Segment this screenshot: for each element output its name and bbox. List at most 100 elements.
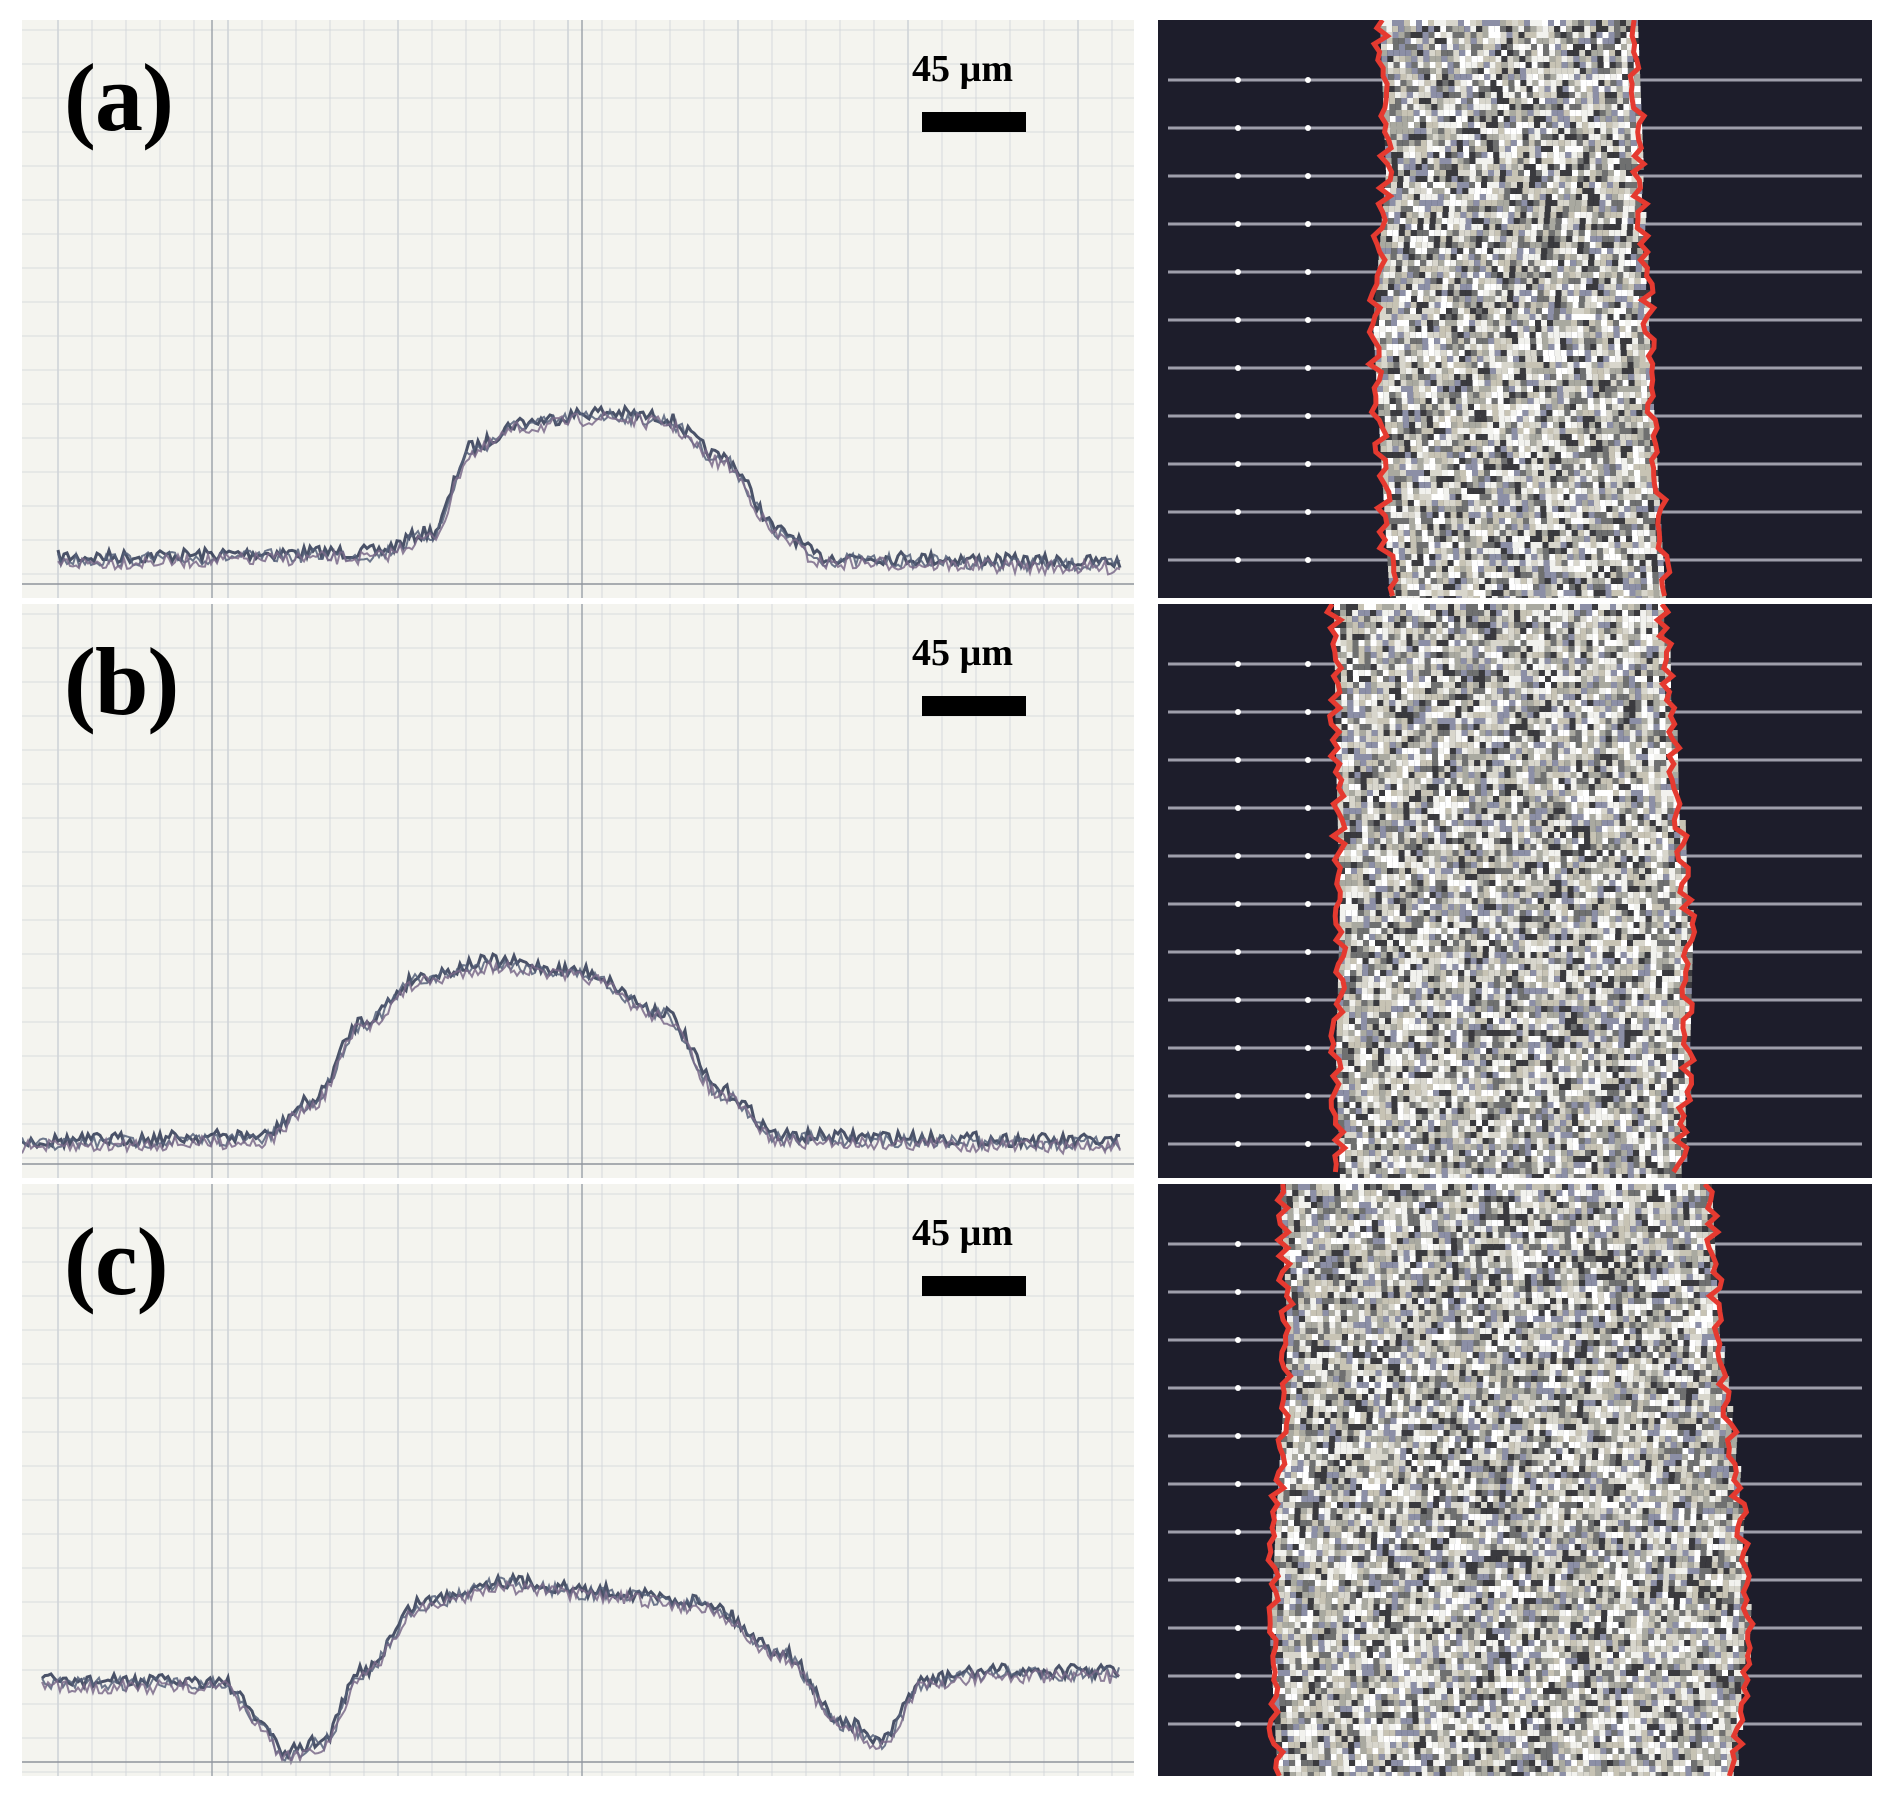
particle-speck	[1466, 206, 1473, 212]
particle-speck	[1586, 610, 1593, 616]
particle-speck	[1613, 524, 1620, 530]
particle-speck	[1526, 284, 1533, 290]
particle-speck	[1642, 506, 1649, 512]
particle-speck	[1509, 200, 1516, 206]
scan-line-marker	[1305, 1045, 1311, 1051]
particle-speck	[1506, 548, 1513, 554]
particle-speck	[1513, 218, 1520, 224]
particle-speck	[1535, 152, 1542, 158]
particle-speck	[1471, 356, 1478, 362]
particle-speck	[1521, 272, 1528, 278]
particle-speck	[1476, 308, 1482, 314]
particle-speck	[1636, 410, 1643, 416]
particle-speck	[1576, 512, 1583, 518]
particle-speck	[1489, 458, 1496, 464]
particle-speck	[1448, 640, 1455, 646]
particle-speck	[1503, 596, 1510, 598]
particle-speck	[1596, 38, 1603, 44]
particle-speck	[1605, 194, 1612, 200]
particle-speck	[1415, 176, 1422, 182]
particle-speck	[1562, 604, 1568, 610]
particle-speck	[1418, 80, 1425, 86]
particle-speck	[1598, 206, 1605, 212]
particle-speck	[1597, 296, 1604, 302]
particle-speck	[1437, 494, 1444, 500]
particle-speck	[1463, 152, 1470, 158]
particle-speck	[1469, 524, 1476, 530]
particle-speck	[1564, 134, 1571, 140]
particle-speck	[1417, 560, 1424, 566]
particle-speck	[1397, 164, 1404, 170]
particle-speck	[1603, 296, 1610, 302]
particle-speck	[1478, 622, 1485, 628]
particle-speck	[1491, 272, 1498, 278]
particle-speck	[1423, 296, 1430, 302]
particle-speck	[1468, 506, 1475, 512]
particle-speck	[1526, 634, 1533, 640]
particle-speck	[1401, 272, 1408, 278]
particle-speck	[1496, 646, 1503, 652]
particle-speck	[1575, 392, 1582, 398]
particle-speck	[1553, 320, 1559, 326]
particle-speck	[1646, 578, 1653, 584]
particle-speck	[1364, 622, 1371, 628]
particle-speck	[1584, 302, 1591, 308]
particle-speck	[1510, 512, 1517, 518]
particle-speck	[1505, 164, 1512, 170]
particle-speck	[1411, 356, 1418, 362]
particle-speck	[1522, 254, 1529, 260]
particle-speck	[1504, 410, 1511, 416]
particle-speck	[1584, 542, 1591, 548]
particle-speck	[1458, 446, 1465, 452]
particle-speck	[1622, 278, 1629, 284]
particle-speck	[1392, 446, 1399, 452]
particle-speck	[1436, 80, 1443, 86]
particle-speck	[1385, 428, 1392, 434]
particle-speck	[1499, 422, 1506, 428]
particle-speck	[1429, 356, 1436, 362]
particle-speck	[1573, 62, 1580, 68]
particle-speck	[1562, 476, 1569, 482]
micrograph-panel-a	[1158, 20, 1872, 598]
particle-speck	[1562, 86, 1569, 92]
particle-speck	[1596, 536, 1603, 542]
particle-speck	[1573, 50, 1580, 56]
particle-speck	[1545, 392, 1552, 398]
particle-speck	[1601, 176, 1608, 182]
particle-speck	[1386, 302, 1393, 308]
particle-speck	[1481, 428, 1488, 434]
particle-speck	[1535, 320, 1541, 326]
particle-speck	[1611, 98, 1618, 104]
particle-speck	[1559, 146, 1565, 152]
particle-speck	[1513, 560, 1520, 566]
particle-speck	[1423, 368, 1430, 374]
particle-speck	[1435, 50, 1442, 56]
particle-speck	[1387, 356, 1394, 362]
particle-speck	[1561, 554, 1568, 560]
particle-speck	[1618, 128, 1625, 134]
particle-speck	[1621, 68, 1628, 74]
particle-speck	[1346, 622, 1353, 628]
particle-speck	[1614, 170, 1620, 176]
particle-speck	[1501, 50, 1508, 56]
particle-speck	[1593, 110, 1600, 116]
particle-speck	[1631, 530, 1638, 536]
particle-speck	[1546, 260, 1553, 266]
particle-speck	[1466, 610, 1473, 616]
particle-speck	[1530, 452, 1537, 458]
particle-speck	[1504, 128, 1511, 134]
particle-speck	[1531, 56, 1538, 62]
particle-speck	[1542, 440, 1549, 446]
particle-speck	[1455, 500, 1462, 506]
particle-speck	[1380, 308, 1386, 314]
particle-speck	[1542, 350, 1549, 356]
particle-speck	[1395, 116, 1402, 122]
particle-speck	[1595, 146, 1601, 152]
particle-speck	[1424, 92, 1431, 98]
particle-speck	[1541, 530, 1548, 536]
particle-speck	[1415, 332, 1422, 338]
particle-speck	[1597, 554, 1604, 560]
particle-speck	[1557, 494, 1564, 500]
particle-speck	[1597, 560, 1604, 566]
particle-speck	[1471, 50, 1478, 56]
